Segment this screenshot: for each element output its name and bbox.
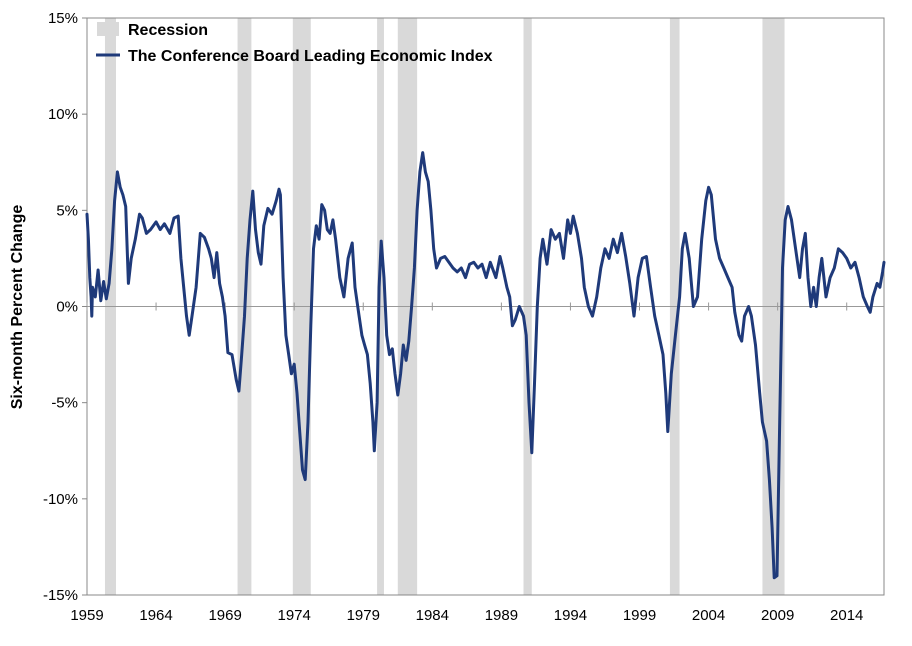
x-axis-tick-labels: 1959 1964 1969 1974 1979 1984 1989 1994 1999 2004…: [70, 607, 863, 624]
series-line-leading-economic-index: [85, 151, 886, 580]
legend-recession-label: Recession: [128, 22, 208, 39]
legend: Recession The Conference Board Leading E…: [96, 22, 493, 65]
x-tick-label: 2009: [761, 607, 794, 624]
y-tick-label: -15%: [43, 587, 78, 604]
x-tick-label: 1974: [278, 607, 311, 624]
y-tick-label: -10%: [43, 491, 78, 508]
y-tick-label: 0%: [56, 299, 78, 316]
y-tick-label: 5%: [56, 202, 78, 219]
y-tick-label: -5%: [51, 395, 78, 412]
y-axis-tick-labels: 15% 10% 5% 0% -5% -10% -15%: [43, 10, 87, 604]
y-tick-label: 10%: [48, 106, 78, 123]
x-tick-label: 1979: [347, 607, 380, 624]
x-tick-label: 1989: [485, 607, 518, 624]
legend-lei-label: The Conference Board Leading Economic In…: [128, 48, 493, 65]
series-lines: [85, 151, 886, 580]
x-tick-label: 1994: [554, 607, 587, 624]
x-tick-label: 1999: [623, 607, 656, 624]
x-tick-label: 1984: [416, 607, 449, 624]
x-tick-label: 2014: [830, 607, 863, 624]
x-tick-label: 1959: [70, 607, 103, 624]
x-tick-label: 1969: [208, 607, 241, 624]
x-tick-label: 2004: [692, 607, 725, 624]
legend-recession-swatch: [97, 22, 119, 36]
y-tick-label: 15%: [48, 10, 78, 27]
x-tick-label: 1964: [139, 607, 172, 624]
zero-line: [86, 302, 884, 311]
y-axis-title: Six-month Percent Change: [9, 205, 26, 410]
